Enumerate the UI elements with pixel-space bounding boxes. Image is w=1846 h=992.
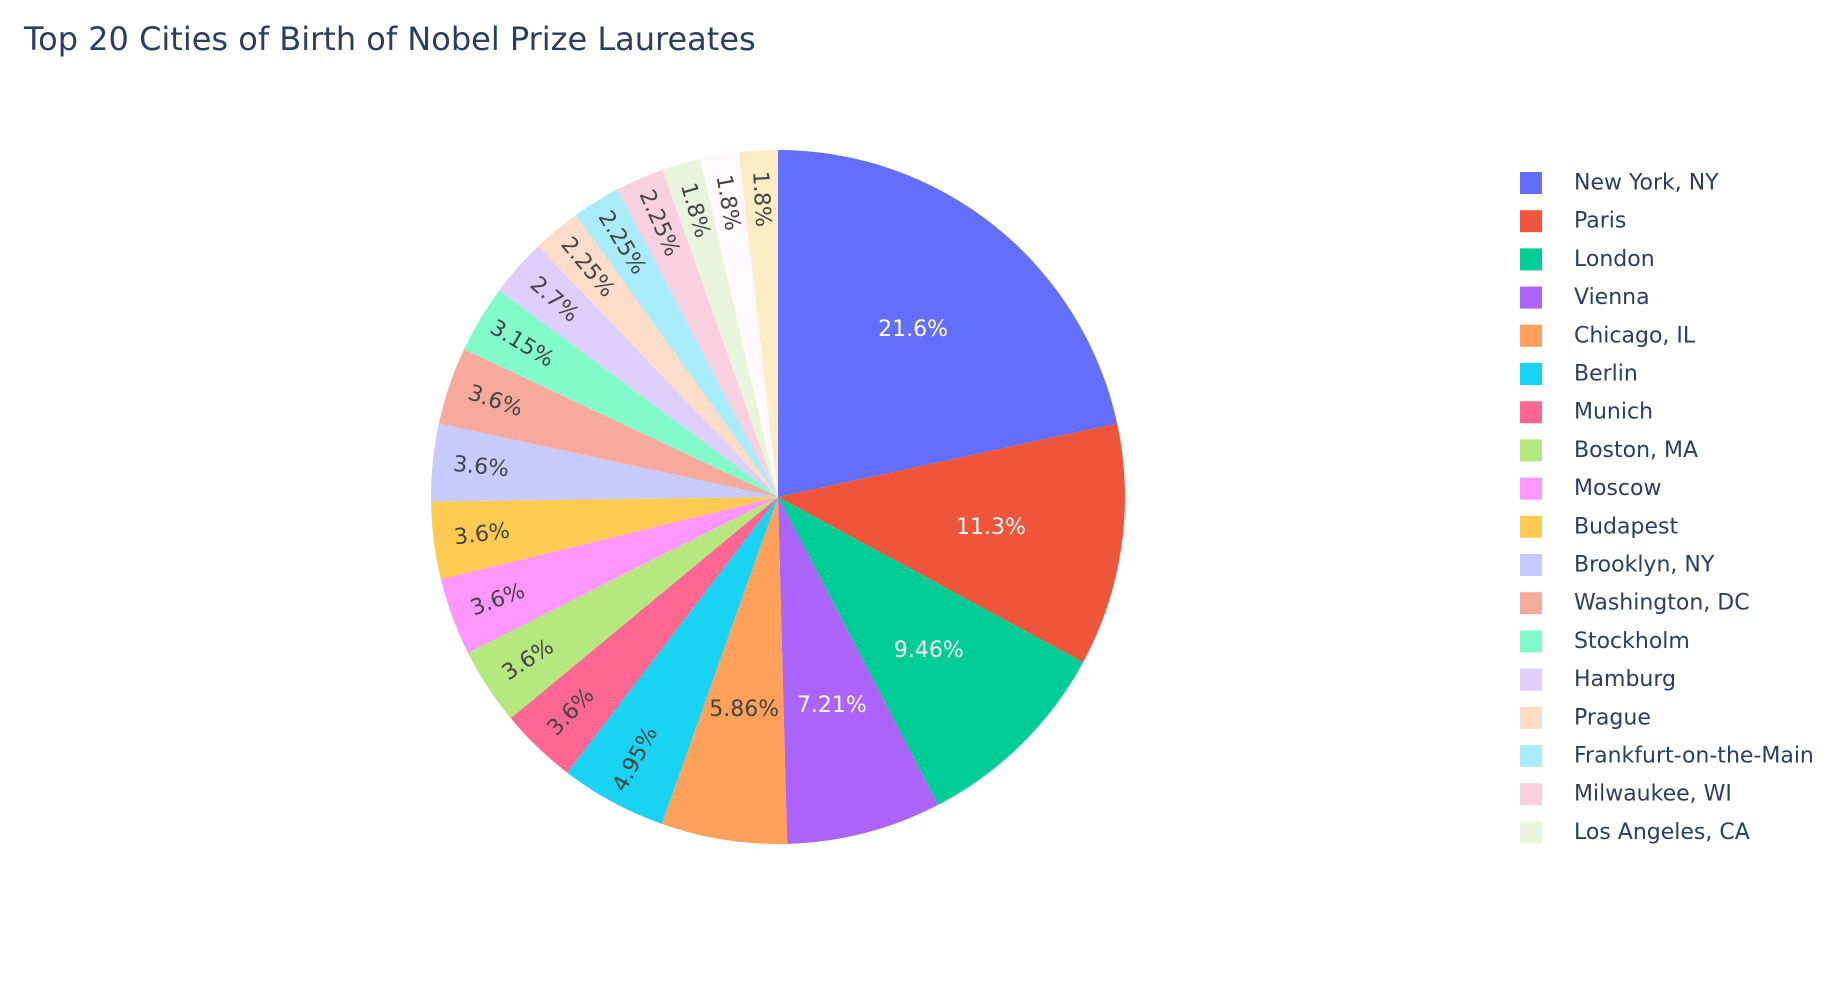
legend-swatch[interactable] (1520, 210, 1542, 233)
pie-slice[interactable] (778, 423, 1125, 663)
pie-slice[interactable] (467, 497, 778, 719)
legend-swatch[interactable] (1520, 172, 1542, 194)
legend-label[interactable]: Stockholm (1574, 629, 1690, 654)
pie-slice[interactable] (538, 215, 778, 498)
legend-label[interactable]: Moscow (1574, 476, 1661, 501)
legend-label[interactable]: Berlin (1574, 362, 1638, 387)
pie-slice[interactable] (438, 349, 778, 497)
legend-swatch[interactable] (1520, 477, 1542, 500)
pie-slices (431, 150, 1125, 844)
legend-label[interactable]: Prague (1574, 705, 1651, 730)
pie-slice[interactable] (499, 246, 778, 497)
legend-swatch[interactable] (1520, 706, 1542, 729)
pie-slice[interactable] (440, 497, 778, 653)
pie-slice[interactable] (463, 290, 778, 497)
legend-label[interactable]: Brooklyn, NY (1574, 553, 1715, 578)
legend-swatch[interactable] (1520, 783, 1542, 806)
legend-swatch[interactable] (1520, 286, 1542, 309)
pie-slice[interactable] (617, 169, 778, 497)
legend-label[interactable]: Boston, MA (1574, 438, 1698, 463)
pie-slice[interactable] (575, 189, 778, 498)
pie-slice[interactable] (567, 497, 778, 824)
legend-swatch[interactable] (1520, 745, 1542, 767)
legend-label[interactable]: Chicago, IL (1574, 323, 1696, 348)
slice-percent-label: 9.46% (894, 638, 964, 663)
legend-swatch[interactable] (1520, 630, 1542, 653)
legend-label[interactable]: Milwaukee, WI (1574, 782, 1732, 807)
chart-title: Top 20 Cities of Birth of Nobel Prize La… (23, 20, 756, 58)
legend-swatch[interactable] (1520, 668, 1542, 691)
pie-slice[interactable] (510, 497, 778, 773)
legend-swatch[interactable] (1520, 821, 1542, 844)
legend: New York, NY Paris London Vienna Chicago, IL… (1520, 171, 1814, 845)
slice-percent-label: 21.6% (878, 317, 948, 342)
slice-percent-label: 3.6% (452, 452, 510, 482)
pie-slice[interactable] (700, 152, 778, 497)
slice-percent-label: 1.8% (747, 170, 775, 227)
pie-slice[interactable] (431, 497, 778, 580)
legend-swatch[interactable] (1520, 515, 1542, 538)
pie-slice[interactable] (778, 150, 1118, 497)
legend-swatch[interactable] (1520, 401, 1542, 424)
legend-swatch[interactable] (1520, 363, 1542, 385)
pie-slice[interactable] (431, 423, 778, 502)
legend-swatch[interactable] (1520, 554, 1542, 576)
legend-label[interactable]: Munich (1574, 400, 1653, 425)
slice-percent-label: 11.3% (956, 515, 1026, 540)
pie-slice[interactable] (662, 158, 778, 497)
legend-label[interactable]: Washington, DC (1574, 591, 1750, 616)
pie-slice[interactable] (661, 497, 788, 844)
legend-label[interactable]: Los Angeles, CA (1574, 820, 1750, 845)
slice-percent-label: 5.86% (709, 697, 779, 722)
legend-label[interactable]: Budapest (1574, 514, 1678, 539)
legend-label[interactable]: Hamburg (1574, 667, 1676, 692)
legend-label[interactable]: Frankfurt-on-the-Main (1574, 744, 1814, 769)
pie-slice[interactable] (778, 497, 1084, 805)
legend-label[interactable]: Paris (1574, 209, 1626, 234)
legend-label[interactable]: Vienna (1574, 285, 1650, 310)
slice-percent-label: 7.21% (797, 693, 867, 718)
legend-swatch[interactable] (1520, 248, 1542, 271)
pie-slice[interactable] (778, 497, 939, 844)
legend-swatch[interactable] (1520, 592, 1542, 615)
legend-swatch[interactable] (1520, 324, 1542, 347)
legend-swatch[interactable] (1520, 439, 1542, 462)
legend-label[interactable]: London (1574, 247, 1655, 272)
legend-label[interactable]: New York, NY (1574, 171, 1719, 196)
pie-slice[interactable] (738, 150, 778, 497)
